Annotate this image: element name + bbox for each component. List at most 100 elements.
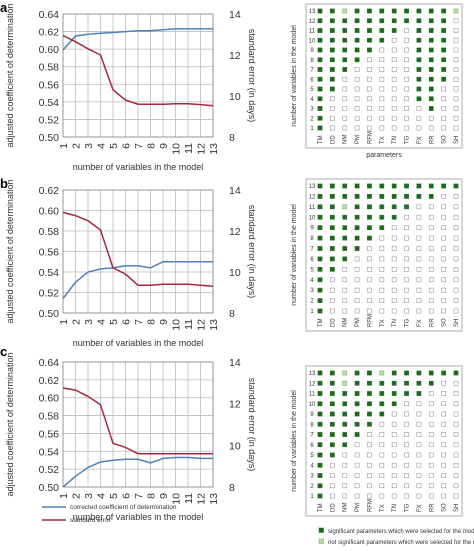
grid-cell (379, 115, 385, 121)
grid-cell (367, 308, 372, 314)
grid-cell (379, 214, 385, 220)
grid-row-label: 3 (310, 474, 314, 480)
grid-cell (379, 57, 385, 63)
grid-cell (428, 308, 434, 314)
grid-cell (342, 225, 348, 231)
grid-cell (354, 86, 360, 92)
grid-cell (379, 370, 385, 376)
grid-cell (391, 115, 397, 121)
grid-row-label: 4 (310, 97, 314, 103)
grid-cell (441, 256, 446, 262)
grid-cell (428, 391, 434, 396)
grid-cell (404, 204, 409, 210)
y-tick-label: 0.62 (39, 27, 60, 39)
grid-cell (391, 106, 397, 111)
grid-cell (379, 225, 385, 231)
x-tick-label: 4 (96, 319, 108, 325)
grid-cell (441, 421, 446, 427)
grid-cell (317, 287, 323, 293)
grid-cell (404, 391, 409, 396)
grid-row-label: 13 (309, 9, 316, 15)
grid-cell (404, 421, 409, 427)
x-tick-label: 9 (158, 319, 170, 325)
grid-cell (330, 67, 335, 72)
grid-cell (342, 452, 348, 458)
grid-cell (354, 37, 360, 43)
grid-cell (416, 246, 422, 251)
grid-cell (367, 256, 372, 262)
grid-cell (391, 67, 397, 72)
grid-row-label: 1 (310, 494, 314, 500)
grid-row-label: 11 (309, 392, 316, 398)
y-tick-label: 0.50 (39, 308, 60, 320)
y-tick-label: 0.50 (39, 132, 60, 144)
grid-cell (342, 115, 348, 121)
grid-row-label: 10 (309, 38, 316, 44)
grid-cell (367, 47, 372, 53)
grid-cell (342, 86, 348, 92)
grid-cell (317, 235, 323, 241)
grid-cell (416, 452, 422, 458)
x-tick-label: 5 (108, 143, 120, 149)
grid-cell (391, 462, 397, 468)
grid-column-label: TX (380, 319, 386, 327)
grid-cell (367, 370, 372, 376)
y-tick-label: 0.52 (39, 464, 60, 476)
grid-cell (416, 493, 422, 499)
grid-cell (342, 493, 348, 499)
y2-tick-label: 12 (229, 399, 241, 411)
grid-row-label: 7 (310, 433, 314, 439)
grid-cell (367, 493, 372, 499)
grid-cell (342, 380, 348, 386)
grid-cell (453, 401, 459, 407)
grid-cell (404, 442, 409, 448)
legend-label-significant: significant parameters which were select… (328, 529, 474, 535)
x-tick-label: 4 (96, 143, 108, 149)
grid-cell (354, 493, 360, 499)
grid-cell (428, 76, 434, 82)
x-tick-label: 13 (208, 319, 220, 331)
grid-cell (379, 67, 385, 72)
grid-cell (330, 277, 335, 283)
grid-cell (441, 432, 446, 437)
grid-cell (330, 214, 335, 220)
x-axis-title: number of variables in the model (73, 512, 204, 522)
grid-cell (416, 308, 422, 314)
grid-cell (354, 401, 360, 407)
grid-cell (404, 483, 409, 489)
grid-cell (317, 204, 323, 210)
grid-cell (453, 125, 459, 131)
grid-cell (317, 183, 323, 189)
grid-cell (453, 57, 459, 63)
grid-cell (342, 125, 348, 131)
grid-cell (379, 442, 385, 448)
grid-cell (317, 483, 323, 489)
grid-cell (391, 96, 397, 102)
grid-cell (317, 370, 323, 376)
grid-cell (367, 266, 372, 272)
grid-row-label: 7 (310, 247, 314, 253)
x-tick-label: 7 (133, 143, 145, 149)
grid-cell (379, 452, 385, 458)
grid-cell (391, 246, 397, 251)
grid-column-label: DD (330, 503, 336, 512)
x-tick-label: 11 (183, 319, 195, 330)
grid-cell (416, 67, 422, 72)
grid-cell (416, 194, 422, 199)
grid-x-axis-title: parameters (366, 152, 402, 159)
grid-cell (317, 106, 323, 111)
grid-column-label: TN (392, 504, 398, 512)
grid-cell (441, 204, 446, 210)
grid-cell (404, 493, 409, 499)
y2-tick-label: 14 (229, 357, 241, 369)
grid-column-label: DD (330, 135, 336, 144)
y2-tick-label: 10 (229, 440, 241, 452)
grid-cell (428, 47, 434, 53)
grid-column-label: FX (417, 136, 423, 144)
grid-cell (354, 473, 360, 478)
grid-cell (379, 106, 385, 111)
grid-cell (354, 308, 360, 314)
grid-cell (354, 225, 360, 231)
grid-cell (404, 47, 409, 53)
